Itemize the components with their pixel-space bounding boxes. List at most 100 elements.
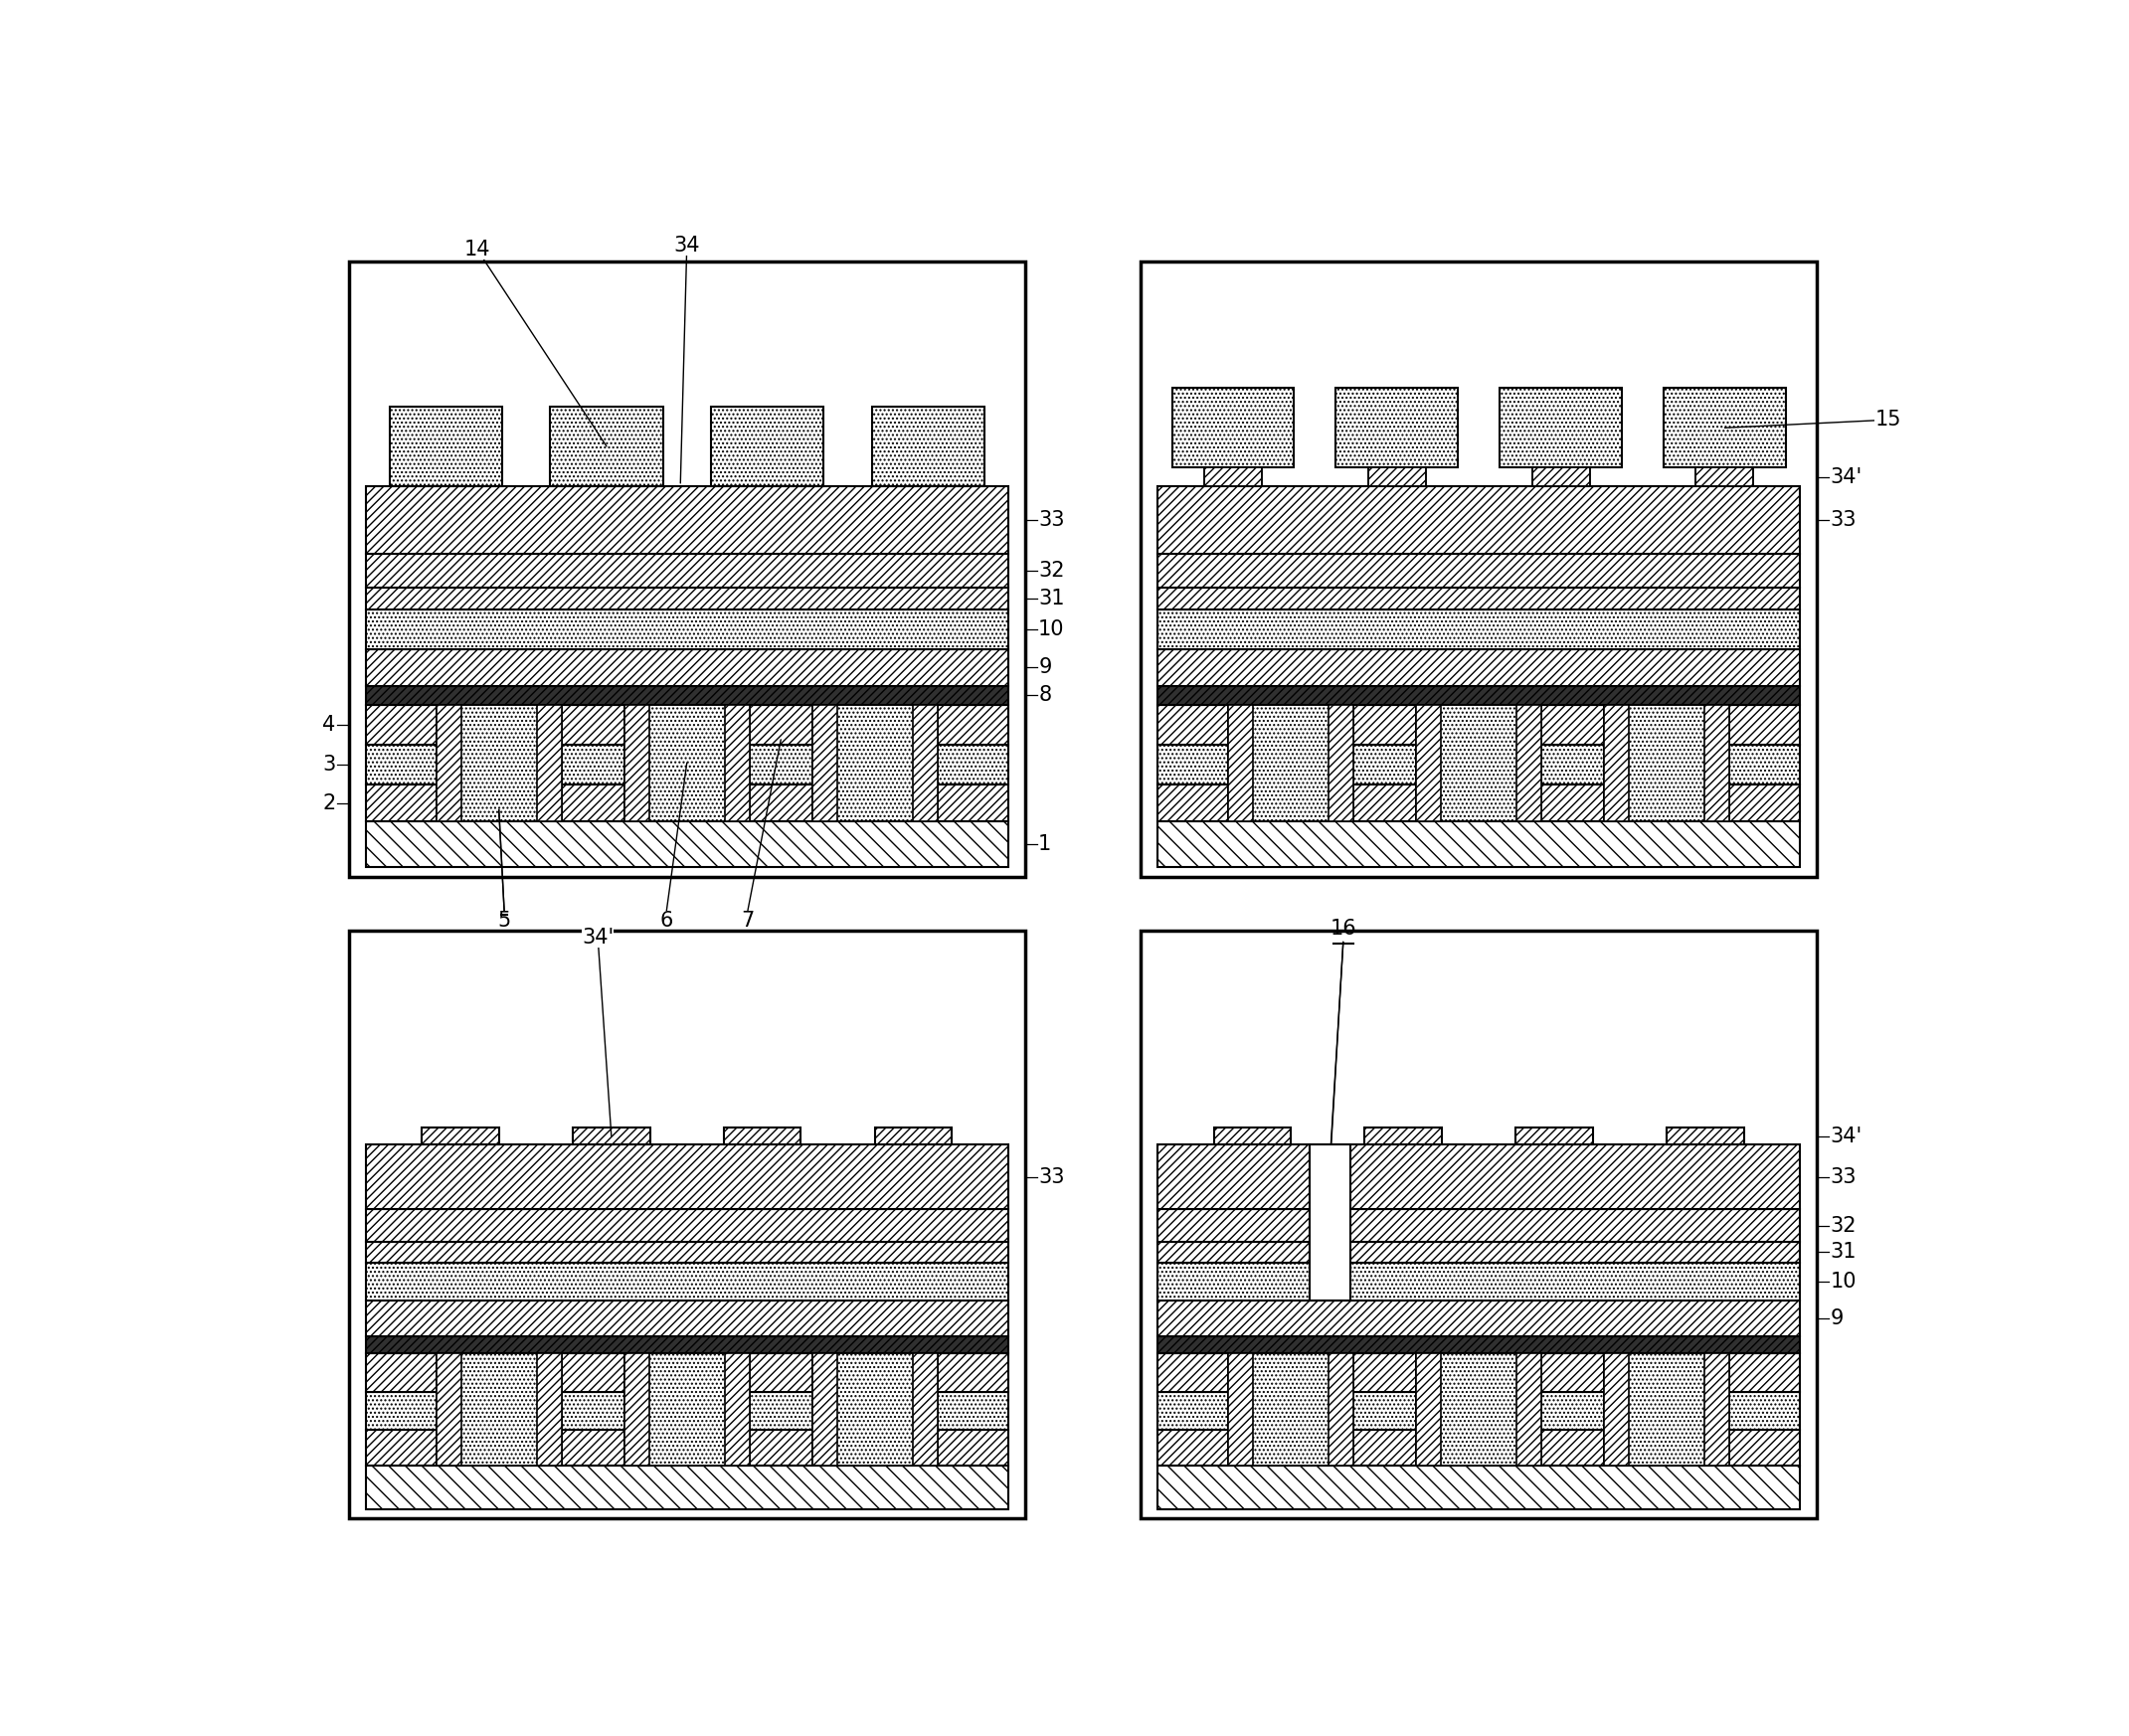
Bar [811,705,837,821]
Text: 34': 34' [1831,467,1863,486]
Bar [1158,1392,1801,1430]
Bar [1158,1210,1801,1241]
Text: 2: 2 [321,793,336,812]
Bar [1158,1337,1801,1354]
Text: 1: 1 [1039,835,1052,854]
Bar [1158,1300,1801,1337]
Bar [1158,649,1801,686]
Bar [913,1354,937,1465]
Bar [366,589,1009,609]
Text: 32: 32 [1831,1215,1856,1236]
Bar [366,1430,1009,1465]
Bar [1158,705,1801,745]
Bar [537,705,562,821]
Bar [1141,930,1816,1519]
Bar [1158,821,1801,868]
Bar [1309,1144,1350,1300]
Bar [1158,1430,1801,1465]
Bar [1328,1354,1354,1465]
Bar [366,705,1009,745]
Text: 32: 32 [1039,561,1064,582]
Bar [1667,1127,1744,1144]
Text: 10: 10 [1039,620,1064,639]
Bar [366,609,1009,649]
Text: 33: 33 [1039,510,1064,529]
Bar [624,705,749,821]
Bar [1158,589,1801,609]
Bar [1158,1354,1801,1392]
Bar [1214,1127,1290,1144]
Bar [724,1127,801,1144]
Bar [624,705,649,821]
Bar [366,1300,1009,1337]
Bar [1158,686,1801,705]
Bar [1228,705,1254,821]
Bar [366,821,1009,868]
Text: 9: 9 [1039,658,1052,677]
Text: 34': 34' [1831,1127,1863,1146]
Bar [1516,1127,1592,1144]
Text: 31: 31 [1039,589,1064,608]
Bar [549,406,662,486]
Text: 33: 33 [1831,510,1856,529]
Bar [1705,705,1729,821]
Bar [390,406,502,486]
Text: 33: 33 [1831,1167,1856,1187]
Bar [1158,745,1801,785]
Bar [436,705,462,821]
Bar [1335,387,1458,467]
Bar [366,649,1009,686]
Bar [366,1210,1009,1241]
Text: 3: 3 [321,755,336,774]
Bar [1328,705,1354,821]
Text: 10: 10 [1831,1272,1856,1292]
Bar [1369,467,1426,486]
Bar [1171,387,1294,467]
Text: 5: 5 [498,910,511,930]
Bar [1365,1127,1441,1144]
Text: 9: 9 [1831,1309,1844,1328]
Bar [1697,467,1754,486]
Bar [1158,609,1801,649]
Bar [366,686,1009,705]
Text: 8: 8 [1039,686,1052,705]
Bar [1158,1465,1801,1510]
Text: 6: 6 [660,910,673,930]
Bar [1158,486,1801,554]
Bar [366,1465,1009,1510]
Bar [875,1127,952,1144]
Text: 34: 34 [673,236,700,483]
Bar [1516,705,1541,821]
Bar [1603,705,1629,821]
Bar [1705,1354,1729,1465]
Bar [1158,785,1801,821]
Bar [871,406,984,486]
Bar [1158,1241,1801,1262]
Bar [436,705,562,821]
Bar [724,1354,749,1465]
Bar [1205,467,1262,486]
Bar [913,705,937,821]
Bar [1141,262,1816,877]
Bar [573,1127,649,1144]
Bar [1158,1262,1801,1300]
Bar [811,1354,937,1465]
Bar [366,785,1009,821]
Bar [1416,705,1541,821]
Bar [1533,467,1590,486]
Bar [422,1127,498,1144]
Bar [1416,1354,1541,1465]
Bar [1416,1354,1441,1465]
Bar [1228,1354,1354,1465]
Bar [1499,387,1622,467]
Bar [1416,705,1441,821]
Text: 34': 34' [581,929,613,1135]
Bar [1603,705,1729,821]
Text: 16: 16 [1331,918,1356,939]
Bar [1603,1354,1629,1465]
Bar [711,406,824,486]
Bar [366,1241,1009,1262]
Text: 15: 15 [1724,410,1901,431]
Bar [366,554,1009,589]
Bar [1228,705,1354,821]
